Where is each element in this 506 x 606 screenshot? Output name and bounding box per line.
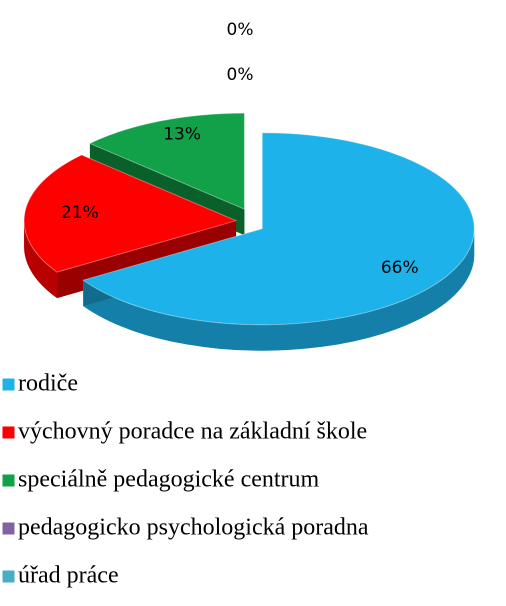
data-label: 0% bbox=[227, 65, 254, 85]
pie-slice bbox=[88, 112, 245, 210]
pie-slice-side bbox=[83, 228, 475, 351]
data-label: 66% bbox=[381, 258, 419, 278]
data-label: 13% bbox=[163, 124, 201, 144]
legend-swatch bbox=[1, 569, 16, 584]
data-label: 21% bbox=[61, 203, 99, 223]
legend-swatch bbox=[1, 425, 16, 440]
data-label: 0% bbox=[227, 20, 254, 40]
legend-label: pedagogicko psychologická poradna bbox=[18, 515, 369, 541]
legend-label: rodiče bbox=[18, 371, 78, 397]
pie-slice-side bbox=[24, 220, 58, 299]
legend-label: speciálně pedagogické centrum bbox=[18, 467, 320, 493]
pie-slice bbox=[82, 132, 475, 326]
legend-swatch bbox=[1, 521, 16, 536]
pie-slice bbox=[23, 154, 238, 273]
legend-swatch bbox=[1, 377, 16, 392]
legend-label: výchovný poradce na základní škole bbox=[18, 419, 367, 445]
side-shade bbox=[24, 220, 58, 299]
legend-label: úřad práce bbox=[18, 563, 119, 589]
side-shade bbox=[83, 228, 475, 351]
legend-swatch bbox=[1, 473, 16, 488]
